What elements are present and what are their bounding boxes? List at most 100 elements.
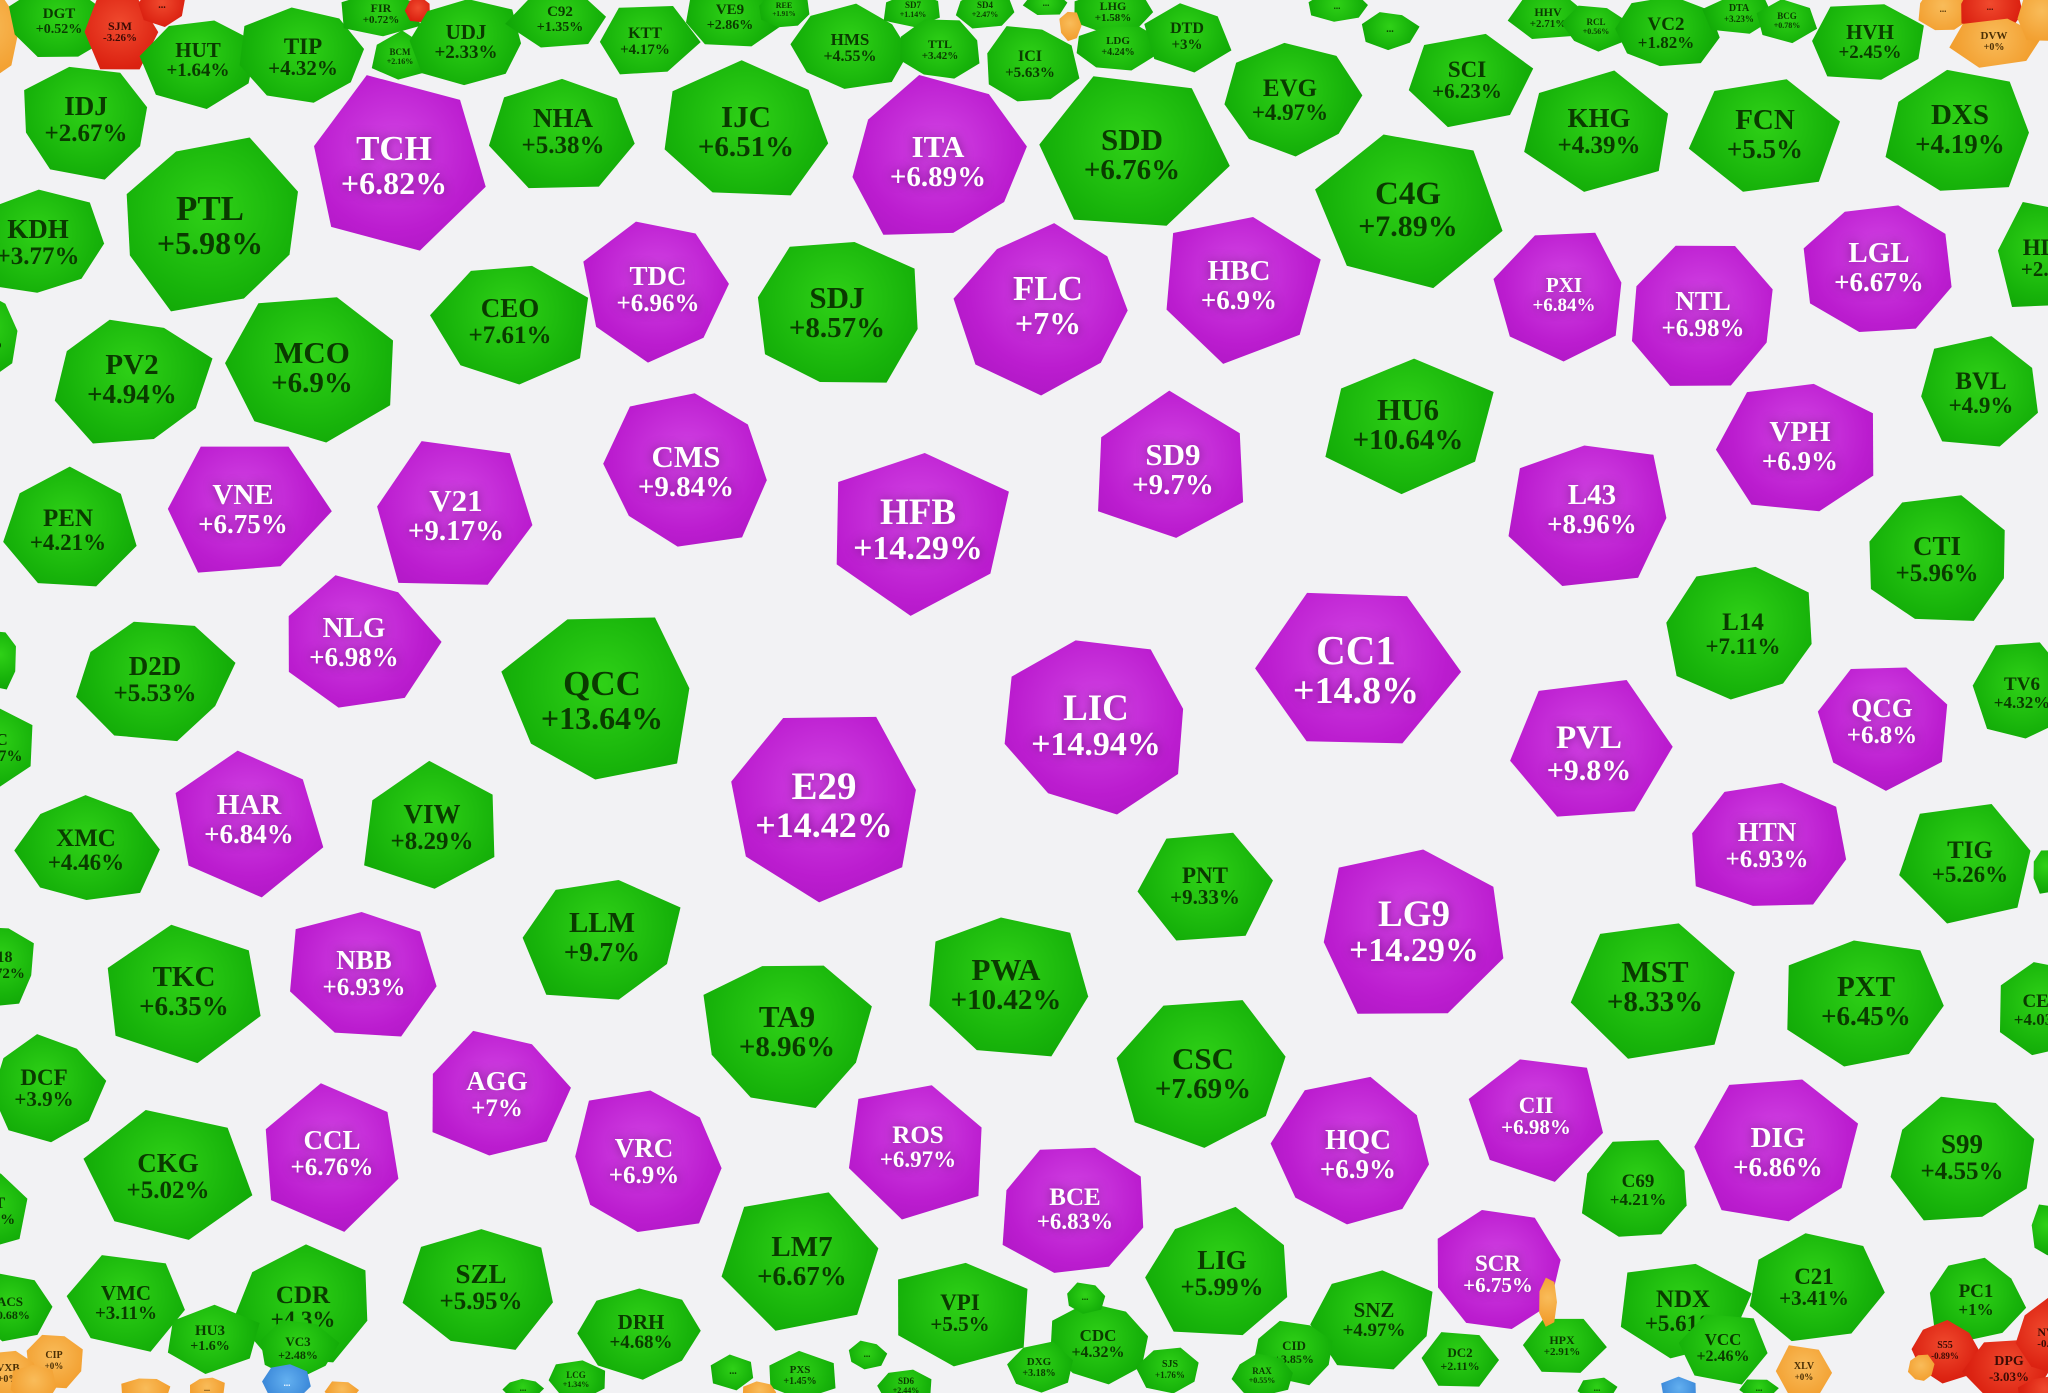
map-cell-CKG[interactable]: CKG +5.02% xyxy=(83,1109,253,1240)
map-cell[interactable] xyxy=(2033,850,2048,894)
map-cell-KTT[interactable]: KTT +4.17% xyxy=(599,5,701,75)
map-cell-IJC[interactable]: IJC +6.51% xyxy=(664,60,829,196)
map-cell-PTL[interactable]: PTL +5.98% xyxy=(126,137,298,312)
map-cell[interactable]: ... xyxy=(848,1340,888,1370)
map-cell-PNT[interactable]: PNT +9.33% xyxy=(1137,832,1273,941)
map-cell-LLM[interactable]: LLM +9.7% xyxy=(522,880,681,1000)
map-cell-CMS[interactable]: CMS +9.84% xyxy=(603,393,767,547)
map-cell-QCG[interactable]: QCG +6.8% xyxy=(1817,667,1948,791)
map-cell-SDD[interactable]: SDD +6.76% xyxy=(1039,76,1230,226)
map-cell-TC[interactable]: TC+1.27% xyxy=(0,705,33,789)
map-cell-VNE[interactable]: VNE +6.75% xyxy=(167,446,332,573)
map-cell[interactable] xyxy=(1539,1277,1557,1327)
map-cell-TKC[interactable]: TKC +6.35% xyxy=(107,924,261,1064)
map-cell-S99[interactable]: S99 +4.55% xyxy=(1890,1096,2035,1221)
map-cell-NBB[interactable]: NBB +6.93% xyxy=(290,911,437,1037)
map-cell-SD9[interactable]: SD9 +9.7% xyxy=(1098,390,1244,538)
map-cell-PXT[interactable]: PXT +6.45% xyxy=(1787,940,1944,1067)
map-cell[interactable]: ... xyxy=(1022,0,1068,15)
map-cell[interactable] xyxy=(10,1364,57,1393)
map-cell-KDH[interactable]: KDH +3.77% xyxy=(0,189,105,293)
map-cell-LIC[interactable]: LIC +14.94% xyxy=(1004,640,1184,815)
map-cell[interactable]: ... xyxy=(1739,1379,1779,1393)
map-cell-D2D[interactable]: D2D +5.53% xyxy=(76,621,236,742)
map-cell-CC1[interactable]: CC1 +14.8% xyxy=(1255,592,1462,744)
map-cell-PEN[interactable]: PEN +4.21% xyxy=(3,466,137,587)
map-cell-L43[interactable]: L43 +8.96% xyxy=(1508,445,1667,586)
map-cell-S18[interactable]: S18+2.72% xyxy=(0,927,34,1007)
map-cell-EVG[interactable]: EVG +4.97% xyxy=(1224,42,1363,157)
map-cell-QCC[interactable]: QCC +13.64% xyxy=(501,617,690,780)
map-cell-LG9[interactable]: LG9 +14.29% xyxy=(1323,849,1504,1014)
map-cell-HVH[interactable]: HVH +2.45% xyxy=(1812,4,1924,80)
map-cell-HU6[interactable]: HU6 +10.64% xyxy=(1325,358,1494,495)
map-cell-HAR[interactable]: HAR +6.84% xyxy=(175,750,324,898)
map-cell-BVL[interactable]: BVL +4.9% xyxy=(1921,336,2038,447)
map-cell-C21[interactable]: C21 +3.41% xyxy=(1749,1233,1885,1342)
map-cell[interactable] xyxy=(742,1381,777,1393)
map-cell-SDJ[interactable]: SDJ +8.57% xyxy=(757,241,918,383)
map-cell-TDC[interactable]: TDC +6.96% xyxy=(583,221,729,363)
map-cell-TIG[interactable]: TIG +5.26% xyxy=(1899,804,2031,924)
map-cell-ACS[interactable]: ACS+0.68% xyxy=(0,1273,53,1342)
map-cell[interactable] xyxy=(121,1378,171,1393)
map-cell-L14[interactable]: L14 +7.11% xyxy=(1666,566,1812,700)
map-cell-VC2[interactable]: VC2 +1.82% xyxy=(1615,0,1720,67)
map-cell[interactable]: ... xyxy=(1308,0,1368,22)
map-cell-DT[interactable]: DT+1.2% xyxy=(0,1173,28,1249)
map-cell-LCG[interactable]: LCG +1.34% xyxy=(548,1360,606,1393)
map-cell-DXS[interactable]: DXS +4.19% xyxy=(1885,69,2029,191)
map-cell-NHA[interactable]: NHA +5.38% xyxy=(488,78,635,189)
map-cell-DIG[interactable]: DIG +6.86% xyxy=(1694,1079,1859,1222)
map-cell-BCE[interactable]: BCE +6.83% xyxy=(1002,1147,1144,1273)
map-cell-IDJ[interactable]: IDJ +2.67% xyxy=(24,66,148,180)
map-cell-ITA[interactable]: ITA +6.89% xyxy=(852,74,1027,235)
map-cell-XMC[interactable]: XMC +4.46% xyxy=(14,795,160,901)
map-cell-DC2[interactable]: DC2 +2.11% xyxy=(1421,1332,1500,1387)
map-cell-VPI[interactable]: VPI +5.5% xyxy=(898,1262,1028,1367)
map-cell[interactable] xyxy=(404,0,430,23)
map-cell-SCI[interactable]: SCI +6.23% xyxy=(1408,33,1534,128)
map-cell-ROS[interactable]: ROS +6.97% xyxy=(848,1085,982,1220)
map-cell-LM7[interactable]: LM7 +6.67% xyxy=(721,1192,879,1331)
map-cell-MCO[interactable]: MCO +6.9% xyxy=(225,297,394,443)
map-cell-HFB[interactable]: HFB +14.29% xyxy=(836,453,1009,616)
map-cell-XLV[interactable]: XLV +0% xyxy=(1775,1345,1833,1393)
map-cell-HQC[interactable]: HQC +6.9% xyxy=(1270,1076,1430,1225)
map-cell-TCH[interactable]: TCH +6.82% xyxy=(314,75,486,251)
map-cell-DCF[interactable]: DCF +3.9% xyxy=(0,1034,107,1143)
map-cell-C4G[interactable]: C4G +7.89% xyxy=(1315,134,1503,289)
map-cell-HD[interactable]: HD+2.8 xyxy=(1997,201,2048,307)
map-cell-KHG[interactable]: KHG +4.39% xyxy=(1524,70,1669,192)
map-cell-C[interactable]: C+1% xyxy=(0,291,18,380)
map-cell-MST[interactable]: MST +8.33% xyxy=(1570,923,1735,1059)
map-cell-SZL[interactable]: SZL +5.95% xyxy=(402,1229,553,1350)
map-cell-PV2[interactable]: PV2 +4.94% xyxy=(54,319,213,444)
map-cell-HBC[interactable]: HBC +6.9% xyxy=(1166,216,1321,364)
map-cell-UDJ[interactable]: UDJ +2.33% xyxy=(409,0,522,86)
map-cell-TV6[interactable]: TV6 +4.32% xyxy=(1972,642,2048,739)
map-cell-CII[interactable]: CII +6.98% xyxy=(1468,1059,1604,1182)
map-cell[interactable] xyxy=(324,1381,360,1393)
map-cell-CSC[interactable]: CSC +7.69% xyxy=(1116,1000,1286,1148)
map-cell-TA9[interactable]: TA9 +8.96% xyxy=(703,965,872,1109)
map-cell-PWA[interactable]: PWA +10.42% xyxy=(929,917,1089,1057)
map-cell-FCN[interactable]: FCN +5.5% xyxy=(1688,79,1840,192)
map-cell-VIW[interactable]: VIW +8.29% xyxy=(364,760,495,889)
map-cell-C69[interactable]: C69 +4.21% xyxy=(1581,1140,1687,1237)
map-cell-DTD[interactable]: DTD +3% xyxy=(1144,3,1232,73)
map-cell-HTN[interactable]: HTN +6.93% xyxy=(1692,782,1847,906)
map-cell-V21[interactable]: V21 +9.17% xyxy=(377,441,533,585)
map-cell[interactable]: ... xyxy=(1361,12,1420,51)
map-cell-CCL[interactable]: CCL +6.76% xyxy=(265,1083,399,1232)
map-cell[interactable]: ... xyxy=(1577,1377,1618,1393)
map-cell-PVL[interactable]: PVL +9.8% xyxy=(1510,680,1673,817)
map-cell-SD6[interactable]: SD6 +2.44% xyxy=(877,1369,932,1393)
map-cell-C92[interactable]: C92 +1.35% xyxy=(505,0,607,48)
map-cell-LGL[interactable]: LGL +6.67% xyxy=(1803,205,1952,332)
map-cell-NLG[interactable]: NLG +6.98% xyxy=(288,575,442,708)
map-cell[interactable] xyxy=(2031,1204,2048,1256)
map-cell[interactable]: ... xyxy=(190,1377,225,1393)
map-cell-E29[interactable]: E29 +14.42% xyxy=(731,716,916,903)
map-cell[interactable] xyxy=(1059,11,1082,42)
